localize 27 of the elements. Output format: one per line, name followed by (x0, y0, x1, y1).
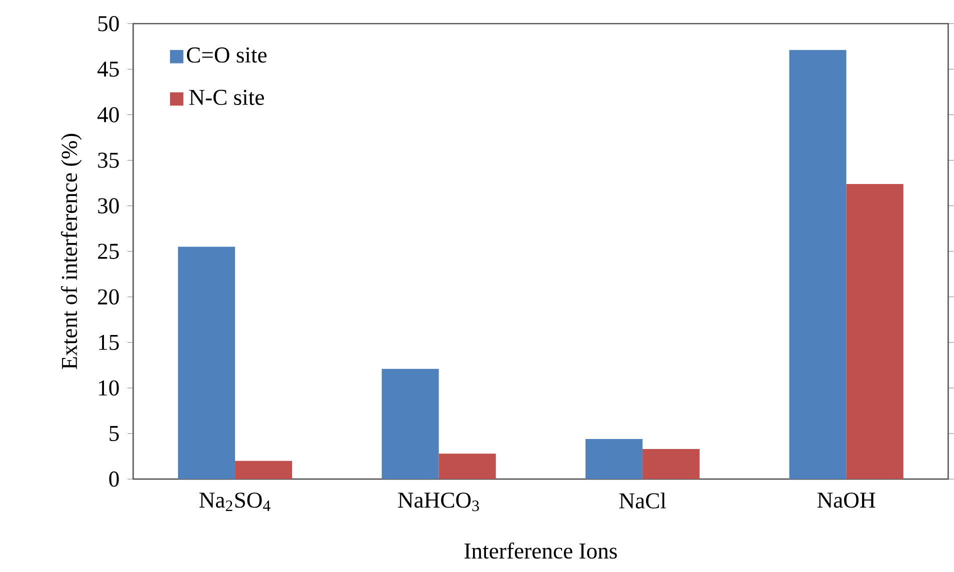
x-tick-label: Na$_{2}$SO$_{4}$ (199, 492, 270, 511)
y-tick-label: 0 (109, 471, 119, 487)
bar (382, 368, 439, 479)
y-tick-label: 5 (110, 426, 119, 441)
bar (846, 184, 904, 479)
y-tick-label: 20 (98, 289, 119, 304)
y-tick-label: 50 (98, 16, 119, 32)
bar (438, 453, 496, 479)
x-tick-label: NaHCO$_{3}$ (398, 492, 479, 512)
legend-label: N-C site (189, 90, 264, 105)
y-tick-label: 25 (98, 244, 119, 259)
y-tick-label: 40 (97, 106, 119, 122)
y-tick-label: 35 (98, 152, 119, 168)
y-tick-label: 30 (98, 198, 119, 214)
y-axis-title: Extent of interference (%) (60, 134, 82, 370)
legend-label: C=O site (186, 47, 267, 63)
x-tick-label: NaOH (817, 492, 876, 508)
x-axis-title: Interference Ions (464, 542, 617, 559)
bar (178, 246, 236, 479)
bar (642, 448, 700, 479)
bar (586, 438, 643, 479)
y-tick-label: 10 (99, 380, 119, 396)
y-tick-label: 15 (99, 334, 119, 350)
bar (789, 50, 846, 479)
y-tick-label: 45 (97, 61, 119, 77)
x-tick-label: NaCl (619, 492, 666, 508)
bar (235, 460, 292, 479)
